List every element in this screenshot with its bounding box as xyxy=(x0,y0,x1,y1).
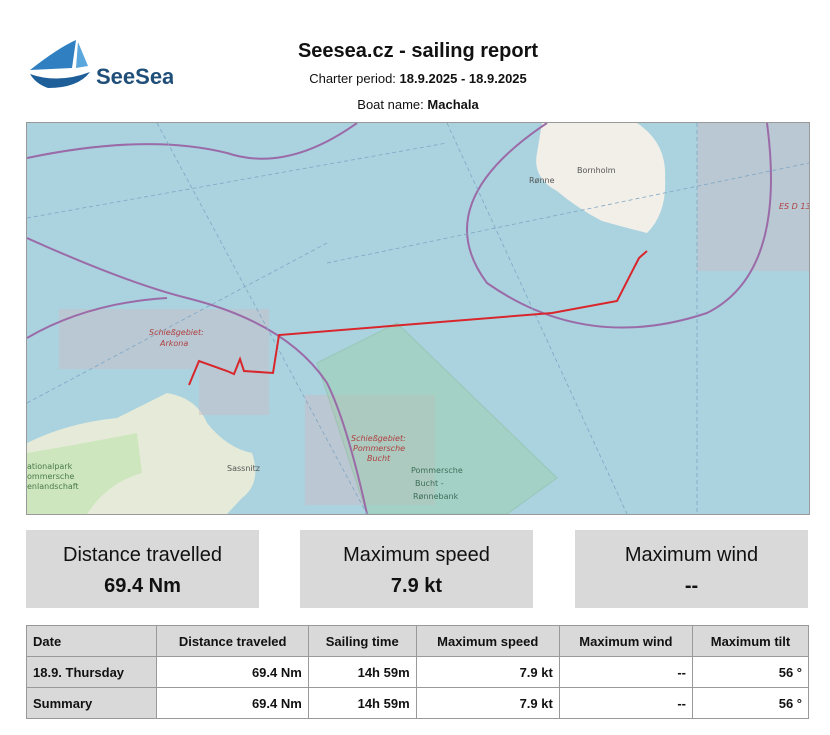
stat-card: Distance travelled 69.4 Nm xyxy=(26,530,259,608)
map-label: Rønnebank xyxy=(413,492,459,501)
table-row: Summary 69.4 Nm 14h 59m 7.9 kt -- 56 ° xyxy=(25,687,810,719)
logo-text: SeeSea xyxy=(96,64,173,89)
summary-table: Date Distance traveled Sailing time Maximum… xyxy=(25,625,810,719)
table-cell: 14h 59m xyxy=(307,687,417,719)
stat-card: Maximum wind -- xyxy=(575,530,808,608)
table-cell: 56 ° xyxy=(691,687,810,719)
map-label: Sassnitz xyxy=(227,464,260,473)
stat-label: Maximum wind xyxy=(624,544,759,566)
map-label: Schießgebiet: xyxy=(351,434,406,443)
table-cell: Summary xyxy=(25,687,158,719)
table-cell: 56 ° xyxy=(691,656,810,688)
header-cell: Maximum tilt xyxy=(691,625,810,657)
table-row: 18.9. Thursday 69.4 Nm 14h 59m 7.9 kt -- 56 ° xyxy=(25,656,810,688)
table-cell: 7.9 kt xyxy=(415,687,560,719)
table-cell: 69.4 Nm xyxy=(156,687,309,719)
header-cell: Maximum wind xyxy=(558,625,693,657)
map-label: Bucht - xyxy=(415,479,444,488)
stat-value: -- xyxy=(684,575,699,597)
report-title: Seesea.cz - sailing report xyxy=(297,40,539,62)
label: Charter period: xyxy=(309,71,396,86)
stat-card: Maximum speed 7.9 kt xyxy=(300,530,533,608)
map-label: ES D 13 xyxy=(779,202,810,211)
map-label: Rønne xyxy=(529,176,555,185)
map-label: ommersche xyxy=(27,472,74,481)
map-label: Pommersche xyxy=(353,444,405,453)
stat-value: 7.9 kt xyxy=(390,575,443,597)
stat-value: 69.4 Nm xyxy=(104,575,181,597)
map-label: Schießgebiet: xyxy=(149,328,204,337)
map-label: Bornholm xyxy=(577,166,616,175)
table-cell: 69.4 Nm xyxy=(156,656,309,688)
map-label: enlandschaft xyxy=(27,482,79,491)
table-cell: -- xyxy=(558,656,693,688)
stat-label: Distance travelled xyxy=(63,544,222,566)
header-cell: Distance traveled xyxy=(156,625,309,657)
map-labels: Bornholm Rønne ES D 13 Schießgebiet: Ark… xyxy=(27,166,810,501)
table-cell: -- xyxy=(558,687,693,719)
table-cell: 14h 59m xyxy=(307,656,417,688)
label: Boat name: xyxy=(357,97,424,112)
stat-label: Maximum speed xyxy=(343,544,490,566)
table-cell: 7.9 kt xyxy=(415,656,560,688)
map-label: Arkona xyxy=(159,339,188,348)
map-label: ationalpark xyxy=(27,462,73,471)
value: 18.9.2025 - 18.9.2025 xyxy=(399,71,527,86)
header-row: Date Distance traveled Sailing time Maximum… xyxy=(25,625,810,657)
value: Machala xyxy=(427,97,479,112)
table-cell: 18.9. Thursday xyxy=(25,656,158,688)
boat-name: Boat name: Machala xyxy=(0,97,830,112)
logo: SeeSea xyxy=(30,40,173,89)
map: Bornholm Rønne ES D 13 Schießgebiet: Ark… xyxy=(26,122,810,515)
header-cell: Sailing time xyxy=(307,625,417,657)
header-cell: Maximum speed xyxy=(415,625,560,657)
header-cell: Date xyxy=(25,625,158,657)
charter-period: Charter period: 18.9.2025 - 18.9.2025 xyxy=(0,71,830,86)
map-label: Bucht xyxy=(367,454,391,463)
map-label: Pommersche xyxy=(411,466,463,475)
